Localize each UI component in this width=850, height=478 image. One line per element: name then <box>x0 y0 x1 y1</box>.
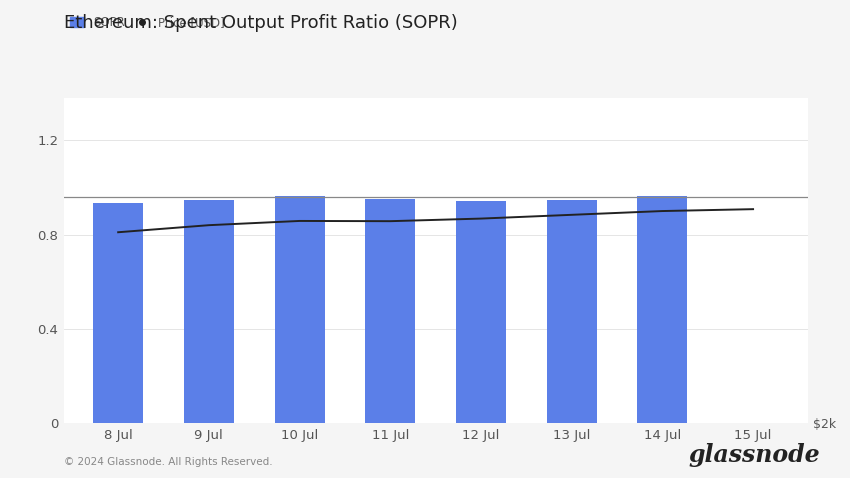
Text: © 2024 Glassnode. All Rights Reserved.: © 2024 Glassnode. All Rights Reserved. <box>64 457 272 467</box>
Bar <box>275 196 325 423</box>
Bar <box>638 196 688 423</box>
Text: glassnode: glassnode <box>688 444 820 467</box>
Bar <box>94 203 143 423</box>
Bar <box>366 199 415 423</box>
Text: Ethereum: Spent Output Profit Ratio (SOPR): Ethereum: Spent Output Profit Ratio (SOP… <box>64 14 457 33</box>
Legend: SOPR, Price [USD]: SOPR, Price [USD] <box>70 16 224 29</box>
Bar <box>456 201 506 423</box>
Bar <box>547 200 597 423</box>
Bar <box>184 200 234 423</box>
